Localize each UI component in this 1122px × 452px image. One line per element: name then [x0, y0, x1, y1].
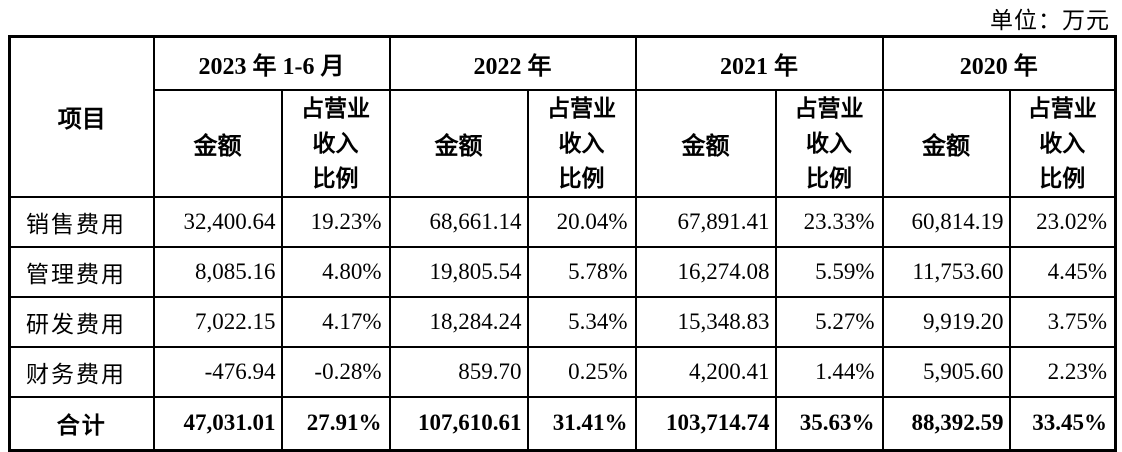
header-amount-2020: 金额 — [881, 88, 1011, 198]
amount-cell: 19,805.54 — [388, 245, 529, 298]
total-ratio-cell: 35.63% — [774, 395, 884, 452]
total-label: 合计 — [8, 395, 155, 452]
amount-cell: 9,919.20 — [881, 295, 1011, 348]
ratio-cell: 5.59% — [774, 245, 884, 298]
header-amount-2021: 金额 — [634, 88, 777, 198]
ratio-cell: 3.75% — [1008, 295, 1117, 348]
amount-cell: -476.94 — [152, 345, 283, 398]
amount-cell: 68,661.14 — [388, 195, 529, 248]
header-ratio-2021: 占营业 收入 比例 — [774, 88, 884, 198]
ratio-cell: 2.23% — [1008, 345, 1117, 398]
ratio-cell: 4.17% — [280, 295, 391, 348]
ratio-cell: 19.23% — [280, 195, 391, 248]
ratio-cell: 5.78% — [526, 245, 637, 298]
total-amount-cell: 88,392.59 — [881, 395, 1011, 452]
ratio-cell: 5.34% — [526, 295, 637, 348]
amount-cell: 16,274.08 — [634, 245, 777, 298]
ratio-cell: -0.28% — [280, 345, 391, 398]
expense-table: 项目 2023 年 1-6 月 2022 年 2021 年 2020 年 金额 … — [8, 35, 1117, 452]
row-label: 管理费用 — [8, 245, 155, 298]
ratio-cell: 5.27% — [774, 295, 884, 348]
total-amount-cell: 107,610.61 — [388, 395, 529, 452]
ratio-cell: 4.80% — [280, 245, 391, 298]
total-ratio-cell: 31.41% — [526, 395, 637, 452]
header-period-2020: 2020 年 — [881, 35, 1117, 91]
ratio-cell: 23.33% — [774, 195, 884, 248]
amount-cell: 18,284.24 — [388, 295, 529, 348]
header-sub-row: 金额 占营业 收入 比例 金额 占营业 收入 比例 金额 占营业 收入 比例 金… — [10, 88, 1117, 198]
amount-cell: 15,348.83 — [634, 295, 777, 348]
amount-cell: 60,814.19 — [881, 195, 1011, 248]
unit-label: 单位：万元 — [990, 8, 1110, 33]
table-row-rnd-expense: 研发费用 7,022.15 4.17% 18,284.24 5.34% 15,3… — [8, 295, 1117, 348]
header-ratio-2022: 占营业 收入 比例 — [526, 88, 637, 198]
total-ratio-cell: 27.91% — [280, 395, 391, 452]
amount-cell: 11,753.60 — [881, 245, 1011, 298]
ratio-cell: 1.44% — [774, 345, 884, 398]
header-amount-2023h1: 金额 — [152, 88, 283, 198]
total-amount-cell: 103,714.74 — [634, 395, 777, 452]
header-period-2022: 2022 年 — [388, 35, 637, 91]
amount-cell: 32,400.64 — [152, 195, 283, 248]
header-ratio-2023h1: 占营业 收入 比例 — [280, 88, 391, 198]
table-row-sales-expense: 销售费用 32,400.64 19.23% 68,661.14 20.04% 6… — [8, 195, 1117, 248]
amount-cell: 859.70 — [388, 345, 529, 398]
ratio-cell: 4.45% — [1008, 245, 1117, 298]
amount-cell: 4,200.41 — [634, 345, 777, 398]
row-label: 研发费用 — [8, 295, 155, 348]
header-period-row: 项目 2023 年 1-6 月 2022 年 2021 年 2020 年 — [8, 35, 1117, 198]
total-row: 合计 47,031.01 27.91% 107,610.61 31.41% 10… — [8, 395, 1117, 452]
header-amount-2022: 金额 — [388, 88, 529, 198]
header-item: 项目 — [8, 35, 155, 198]
header-ratio-2020: 占营业 收入 比例 — [1008, 88, 1117, 198]
total-ratio-cell: 33.45% — [1008, 395, 1117, 452]
amount-cell: 8,085.16 — [152, 245, 283, 298]
total-amount-cell: 47,031.01 — [152, 395, 283, 452]
row-label: 销售费用 — [8, 195, 155, 248]
table-row-finance-expense: 财务费用 -476.94 -0.28% 859.70 0.25% 4,200.4… — [8, 345, 1117, 398]
table-row-admin-expense: 管理费用 8,085.16 4.80% 19,805.54 5.78% 16,2… — [8, 245, 1117, 298]
ratio-cell: 0.25% — [526, 345, 637, 398]
ratio-cell: 23.02% — [1008, 195, 1117, 248]
amount-cell: 5,905.60 — [881, 345, 1011, 398]
row-label: 财务费用 — [8, 345, 155, 398]
amount-cell: 7,022.15 — [152, 295, 283, 348]
amount-cell: 67,891.41 — [634, 195, 777, 248]
header-period-2021: 2021 年 — [634, 35, 884, 91]
header-period-2023h1: 2023 年 1-6 月 — [152, 35, 391, 91]
ratio-cell: 20.04% — [526, 195, 637, 248]
